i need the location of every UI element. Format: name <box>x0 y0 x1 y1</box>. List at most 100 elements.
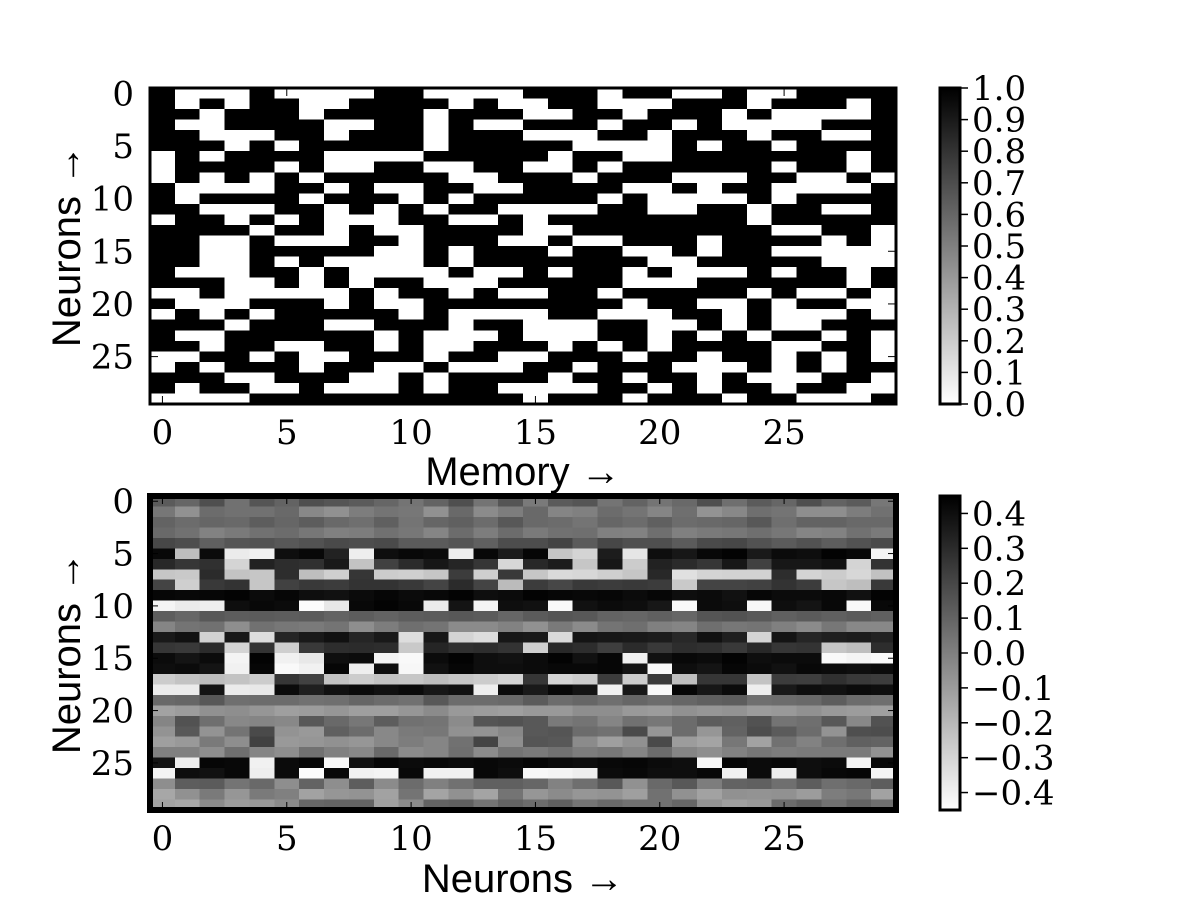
heatmap-cell <box>547 694 574 706</box>
heatmap-cell <box>373 778 400 790</box>
heatmap-cell <box>448 715 474 727</box>
heatmap-cell <box>498 330 524 342</box>
colorbar-tick-label: 0.3 <box>972 290 1026 330</box>
heatmap-cell <box>199 799 226 811</box>
heatmap-cell <box>622 726 648 738</box>
heatmap-cell <box>821 506 847 518</box>
heatmap-cell <box>348 611 375 623</box>
heatmap-cell <box>796 393 822 405</box>
heatmap-cell <box>249 537 275 549</box>
heatmap-cell <box>348 736 375 748</box>
heatmap-cell <box>572 140 599 152</box>
heatmap-cell <box>498 340 524 352</box>
heatmap-cell <box>523 193 549 205</box>
heatmap-cell <box>821 351 847 363</box>
heatmap-cell <box>174 569 201 581</box>
heatmap-cell <box>224 548 251 560</box>
heatmap-cell <box>846 496 872 508</box>
heatmap-cell <box>821 757 847 769</box>
heatmap-cell <box>746 569 773 581</box>
heatmap-cell <box>199 747 226 759</box>
heatmap-cells <box>150 496 897 811</box>
heatmap-cell <box>746 558 773 570</box>
heatmap-cell <box>199 653 226 665</box>
heatmap-cell <box>224 88 251 100</box>
heatmap-cell <box>299 246 325 258</box>
heatmap-cell <box>398 506 425 518</box>
heatmap-cell <box>622 151 648 163</box>
heatmap-cell <box>622 789 648 801</box>
heatmap-cell <box>299 653 325 665</box>
heatmap-cell <box>473 309 499 321</box>
heatmap-cell <box>771 653 798 665</box>
heatmap-cell <box>498 140 524 152</box>
x-tick-label: 10 <box>389 413 432 453</box>
heatmap-cell <box>597 736 624 748</box>
heatmap-cell <box>871 778 897 790</box>
heatmap-cell <box>721 642 748 654</box>
heatmap-cell <box>622 193 648 205</box>
heatmap-cell <box>423 319 449 331</box>
heatmap-cell <box>174 119 201 131</box>
heatmap-cell <box>821 246 847 258</box>
heatmap-cell <box>348 277 375 289</box>
heatmap-cell <box>796 789 822 801</box>
heatmap-cell <box>523 548 549 560</box>
heatmap-cell <box>672 203 698 215</box>
heatmap-cell <box>597 319 624 331</box>
heatmap-cell <box>821 288 847 300</box>
heatmap-cell <box>697 151 723 163</box>
heatmap-cell <box>398 653 425 665</box>
heatmap-cell <box>324 726 350 738</box>
heatmap-cell <box>249 88 275 100</box>
heatmap-cell <box>274 214 300 226</box>
heatmap-cell <box>448 246 474 258</box>
heatmap-cell <box>647 632 673 644</box>
heatmap-cell <box>498 98 524 110</box>
heatmap-cell <box>373 98 400 110</box>
heatmap-cell <box>398 537 425 549</box>
heatmap-cell <box>398 109 425 121</box>
y-tick-label: 10 <box>91 180 134 220</box>
heatmap-cell <box>647 340 673 352</box>
heatmap-cell <box>423 382 449 395</box>
heatmap-cell <box>721 663 748 675</box>
heatmap-cell <box>796 309 822 321</box>
heatmap-cell <box>672 140 698 152</box>
heatmap-cell <box>647 569 673 581</box>
heatmap-cell <box>597 611 624 623</box>
heatmap-cell <box>597 642 624 654</box>
heatmap-cell <box>199 579 226 591</box>
heatmap-cell <box>150 558 176 570</box>
heatmap-cell <box>672 736 698 748</box>
heatmap-cell <box>423 569 449 581</box>
heatmap-cell <box>622 340 648 352</box>
heatmap-cell <box>249 182 275 194</box>
heatmap-cell <box>224 130 251 142</box>
heatmap-cell <box>647 684 673 696</box>
heatmap-cell <box>150 621 176 633</box>
heatmap-cell <box>448 382 474 395</box>
heatmap-cell <box>796 736 822 748</box>
heatmap-cell <box>572 496 599 508</box>
heatmap-cell <box>498 632 524 644</box>
heatmap-cell <box>572 361 599 373</box>
heatmap-cell <box>672 747 698 759</box>
heatmap-cell <box>473 747 499 759</box>
heatmap-cell <box>846 726 872 738</box>
heatmap-cell <box>199 161 226 173</box>
heatmap-cell <box>373 140 400 152</box>
heatmap-cell <box>572 778 599 790</box>
heatmap-cell <box>498 382 524 395</box>
heatmap-cell <box>771 267 798 279</box>
heatmap-cell <box>821 621 847 633</box>
heatmap-cell <box>274 267 300 279</box>
heatmap-cell <box>572 642 599 654</box>
heatmap-cell <box>746 548 773 560</box>
heatmap-cell <box>473 193 499 205</box>
heatmap-cell <box>348 182 375 194</box>
heatmap-cell <box>647 726 673 738</box>
heatmap-cell <box>498 246 524 258</box>
heatmap-cell <box>647 193 673 205</box>
heatmap-cell <box>299 558 325 570</box>
